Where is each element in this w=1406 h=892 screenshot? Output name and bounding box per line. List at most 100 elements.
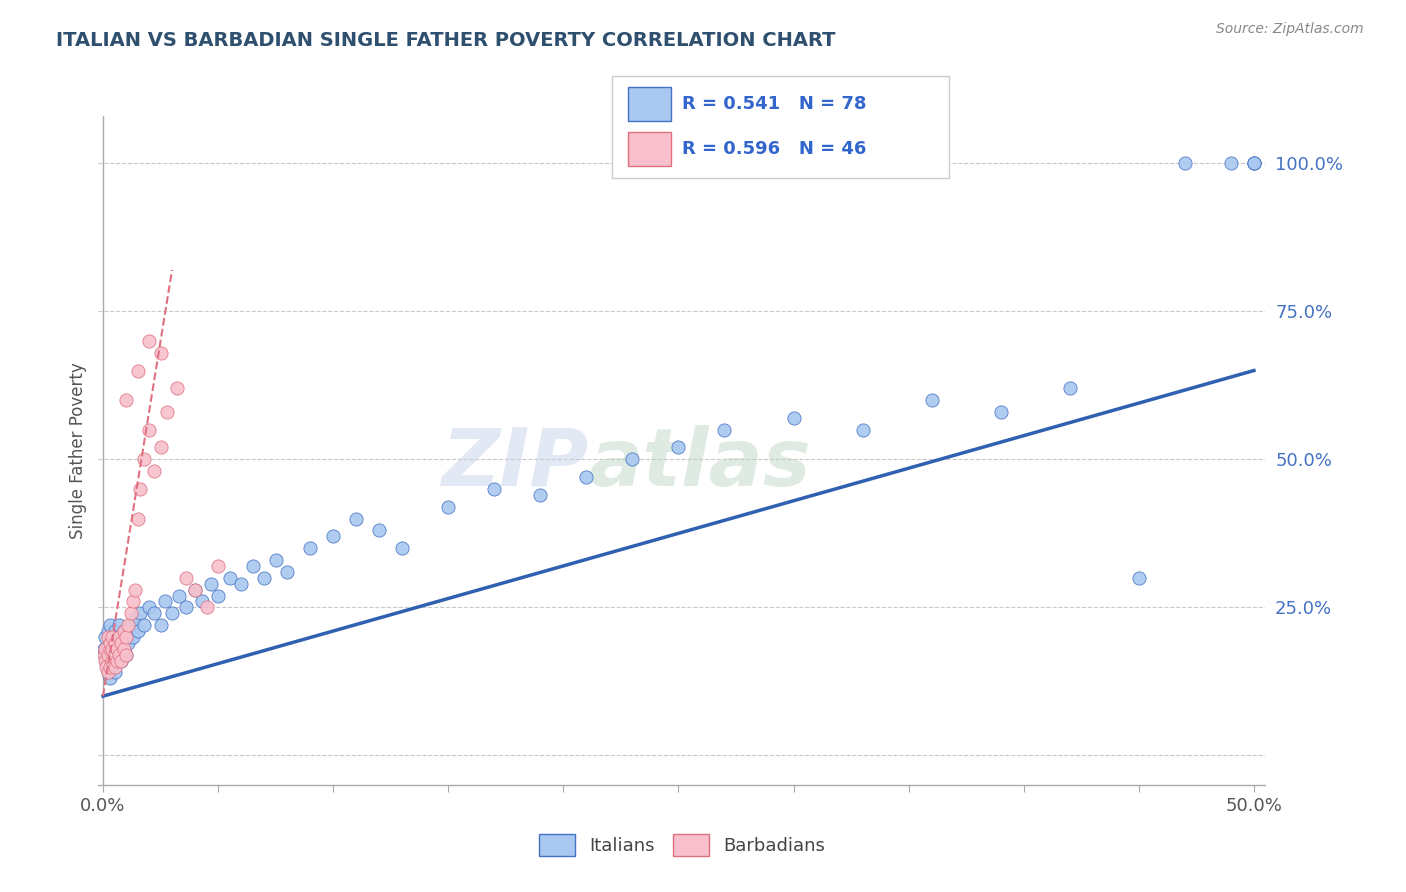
Point bbox=[990, 405, 1012, 419]
Point bbox=[122, 594, 145, 608]
Point bbox=[1059, 381, 1081, 395]
Point bbox=[713, 423, 735, 437]
Point bbox=[1243, 156, 1265, 170]
Text: ITALIAN VS BARBADIAN SINGLE FATHER POVERTY CORRELATION CHART: ITALIAN VS BARBADIAN SINGLE FATHER POVER… bbox=[56, 31, 835, 50]
Point bbox=[98, 659, 121, 673]
Point bbox=[105, 654, 128, 668]
Point bbox=[167, 589, 190, 603]
Point bbox=[110, 654, 132, 668]
Point bbox=[127, 624, 149, 638]
Point bbox=[191, 594, 214, 608]
Point bbox=[120, 607, 142, 621]
Point bbox=[98, 636, 121, 650]
Point bbox=[94, 648, 117, 662]
Point bbox=[575, 470, 598, 484]
Text: R = 0.596   N = 46: R = 0.596 N = 46 bbox=[682, 140, 866, 158]
Point bbox=[105, 630, 128, 644]
Point bbox=[322, 529, 344, 543]
Point bbox=[229, 576, 252, 591]
Point bbox=[103, 648, 125, 662]
Y-axis label: Single Father Poverty: Single Father Poverty bbox=[69, 362, 87, 539]
Point bbox=[437, 500, 460, 514]
Point bbox=[127, 511, 149, 525]
Point bbox=[852, 423, 875, 437]
Point bbox=[101, 654, 124, 668]
Point bbox=[115, 648, 138, 662]
Point bbox=[94, 654, 117, 668]
Point bbox=[134, 452, 156, 467]
Point bbox=[153, 594, 176, 608]
Point bbox=[184, 582, 207, 597]
Point bbox=[149, 618, 172, 632]
Point bbox=[195, 600, 218, 615]
Point bbox=[108, 648, 131, 662]
Point bbox=[112, 624, 135, 638]
Point bbox=[97, 624, 120, 638]
Point bbox=[276, 565, 298, 579]
Point bbox=[96, 659, 118, 673]
Point bbox=[103, 665, 125, 680]
Point bbox=[782, 410, 804, 425]
Point bbox=[299, 541, 322, 556]
Point bbox=[368, 524, 391, 538]
Point bbox=[96, 654, 118, 668]
Point bbox=[105, 641, 128, 656]
Point bbox=[160, 607, 183, 621]
Point bbox=[207, 558, 229, 573]
Point bbox=[108, 648, 131, 662]
Text: atlas: atlas bbox=[589, 425, 811, 503]
Point bbox=[93, 641, 115, 656]
Point bbox=[1243, 156, 1265, 170]
Point bbox=[124, 582, 146, 597]
Point bbox=[101, 654, 124, 668]
Point bbox=[174, 600, 197, 615]
Point bbox=[101, 630, 124, 644]
Point bbox=[101, 659, 124, 673]
Point bbox=[921, 393, 943, 408]
Point bbox=[128, 482, 150, 496]
Point bbox=[101, 641, 124, 656]
Point bbox=[97, 665, 120, 680]
Point bbox=[184, 582, 207, 597]
Point bbox=[156, 405, 179, 419]
Point bbox=[142, 607, 165, 621]
Point bbox=[391, 541, 413, 556]
Legend: Italians, Barbadians: Italians, Barbadians bbox=[531, 826, 832, 863]
Point bbox=[138, 423, 160, 437]
Point bbox=[103, 648, 125, 662]
Point bbox=[344, 511, 367, 525]
Point bbox=[97, 665, 120, 680]
Point bbox=[98, 672, 121, 686]
Point bbox=[97, 648, 120, 662]
Point bbox=[98, 618, 121, 632]
Point bbox=[134, 618, 156, 632]
Point bbox=[108, 618, 131, 632]
Point bbox=[103, 624, 125, 638]
Point bbox=[242, 558, 264, 573]
Point bbox=[207, 589, 229, 603]
Point bbox=[103, 636, 125, 650]
Point bbox=[115, 393, 138, 408]
Point bbox=[253, 571, 276, 585]
Point bbox=[149, 345, 172, 359]
Point bbox=[200, 576, 222, 591]
Point bbox=[98, 641, 121, 656]
Point bbox=[149, 441, 172, 455]
Point bbox=[668, 441, 690, 455]
Point bbox=[128, 607, 150, 621]
Point bbox=[166, 381, 188, 395]
Point bbox=[94, 630, 117, 644]
Point bbox=[174, 571, 197, 585]
Point bbox=[138, 334, 160, 348]
Point bbox=[138, 600, 160, 615]
Point bbox=[112, 624, 135, 638]
Text: Source: ZipAtlas.com: Source: ZipAtlas.com bbox=[1216, 22, 1364, 37]
Point bbox=[110, 636, 132, 650]
Point bbox=[101, 630, 124, 644]
Point bbox=[1128, 571, 1150, 585]
Point bbox=[264, 553, 287, 567]
Point bbox=[105, 654, 128, 668]
Text: R = 0.541   N = 78: R = 0.541 N = 78 bbox=[682, 95, 866, 112]
Point bbox=[93, 648, 115, 662]
Point bbox=[112, 641, 135, 656]
